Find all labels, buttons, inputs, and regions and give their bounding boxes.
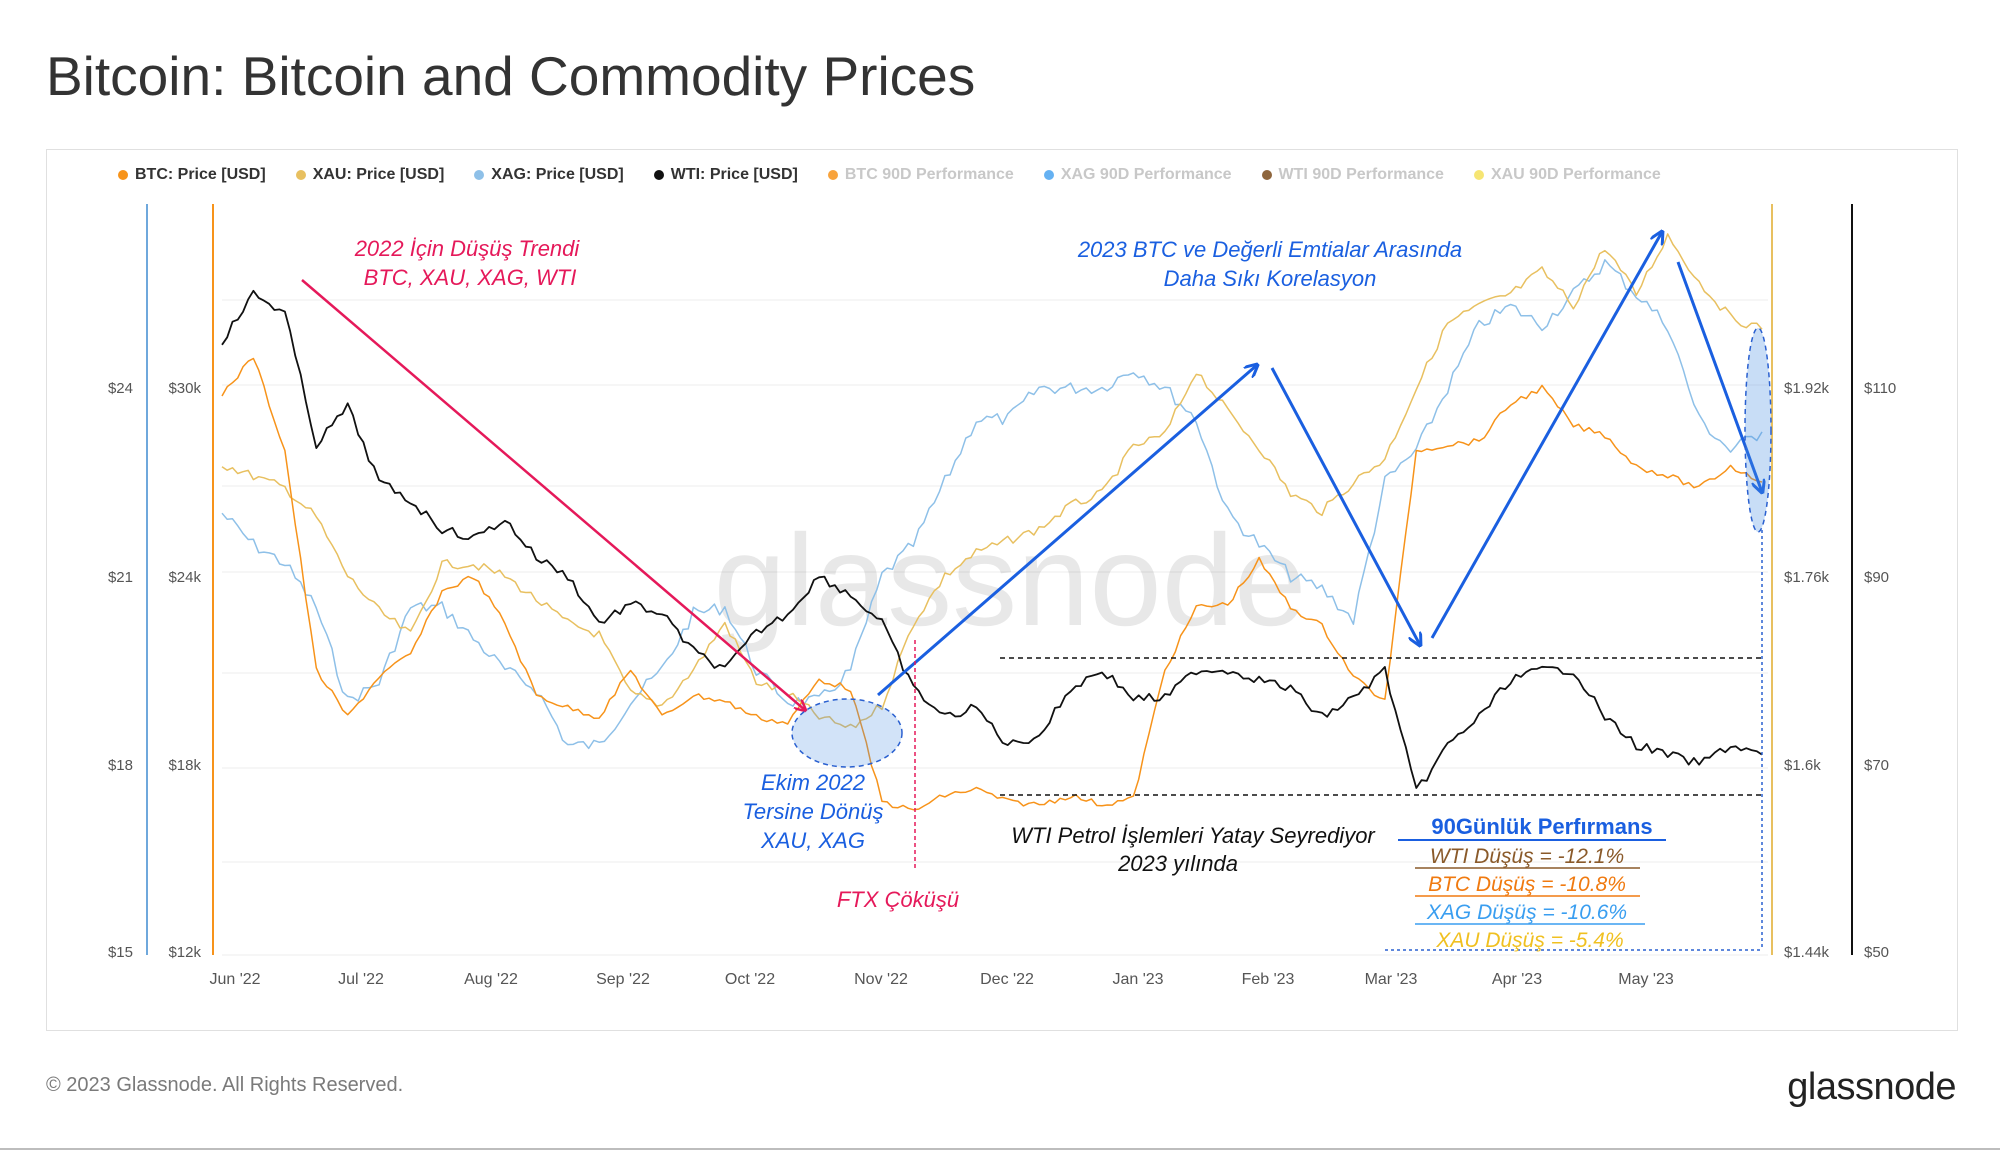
correlation-label-line2: Daha Sıkı Korelasyon — [1164, 266, 1377, 291]
x-tick-label: May '23 — [1618, 971, 1674, 988]
xag-price-line — [221, 259, 1763, 750]
legend-item-xag-price[interactable]: XAG: Price [USD] — [474, 166, 624, 184]
legend-label: XAU 90D Performance — [1490, 166, 1661, 183]
chart-legend: BTC: Price [USD] XAU: Price [USD] XAG: P… — [118, 166, 1691, 184]
glassnode-logo[interactable]: glassnode — [1787, 1066, 1956, 1108]
perf-wti-label: WTI Düşüş = -12.1% — [1430, 845, 1624, 868]
correlation-label-line1: 2023 BTC ve Değerli Emtialar Arasında — [1077, 237, 1462, 262]
xag-tick-label: $21 — [108, 569, 133, 586]
downtrend-arrow-may — [1676, 261, 1762, 492]
wti-tick-label: $50 — [1864, 944, 1889, 961]
x-tick-label: Jun '22 — [209, 971, 260, 988]
x-tick-label: Sep '22 — [596, 971, 650, 988]
wti-sideways-label-line1: WTI Petrol İşlemleri Yatay Seyrediyor — [1011, 823, 1376, 848]
axis-lines — [146, 204, 1853, 955]
legend-dot-icon — [1473, 170, 1484, 180]
legend-dot-icon — [474, 170, 485, 180]
grid-lines — [222, 299, 1768, 956]
downtrend-arrow-feb-mar — [1270, 367, 1420, 645]
xau-tick-label: $1.76k — [1784, 569, 1830, 586]
performance-highlight-ellipse — [1744, 327, 1772, 533]
btc-tick-label: $18k — [168, 757, 201, 774]
legend-label: BTC 90D Performance — [844, 166, 1014, 183]
bottom-divider — [0, 1148, 2000, 1150]
downtrend-arrow — [301, 279, 805, 710]
perf-xag-label: XAG Düşüş = -10.6% — [1426, 901, 1627, 924]
reversal-label-line2: Tersine Dönüş — [742, 799, 883, 824]
legend-label: WTI 90D Performance — [1278, 166, 1444, 183]
x-tick-label: Jan '23 — [1112, 971, 1163, 988]
wti-tick-label: $90 — [1864, 569, 1889, 586]
xau-tick-label: $1.44k — [1784, 944, 1830, 961]
uptrend-arrow-1 — [877, 365, 1257, 697]
reversal-highlight-ellipse — [791, 698, 903, 768]
x-tick-label: Nov '22 — [854, 971, 908, 988]
downtrend-label-line1: 2022 İçin Düşüş Trendi — [354, 236, 581, 261]
x-tick-label: Feb '23 — [1242, 971, 1295, 988]
performance-title: 90Günlük Perfırmans — [1431, 814, 1652, 839]
x-tick-label: Mar '23 — [1365, 971, 1418, 988]
btc-tick-label: $12k — [168, 944, 201, 961]
uptrend-arrow-2 — [1430, 232, 1662, 639]
legend-item-xau-price[interactable]: XAU: Price [USD] — [295, 166, 445, 184]
btc-tick-label: $24k — [168, 569, 201, 586]
downtrend-label-line2: BTC, XAU, XAG, WTI — [364, 265, 577, 290]
x-tick-label: Oct '22 — [725, 971, 775, 988]
xag-tick-label: $18 — [108, 757, 133, 774]
reversal-label-line3: XAU, XAG — [760, 828, 865, 853]
reversal-label-line1: Ekim 2022 — [761, 770, 865, 795]
perf-xau-label: XAU Düşüş = -5.4% — [1435, 929, 1623, 952]
x-tick-label: Jul '22 — [338, 971, 384, 988]
perf-btc-label: BTC Düşüş = -10.8% — [1428, 873, 1626, 896]
axis-tick-labels: $24 $21 $18 $15 $30k $24k $18k $12k $1.92k $1.76k… — [108, 380, 1896, 988]
annotations: 2022 İçin Düşüş Trendi BTC, XAU, XAG, WT… — [301, 232, 1772, 952]
xau-tick-label: $1.92k — [1784, 380, 1830, 397]
wti-sideways-label-line2: 2023 yılında — [1117, 851, 1238, 876]
legend-dot-icon — [653, 170, 664, 180]
ftx-label: FTX Çöküşü — [837, 887, 959, 912]
legend-item-xag-90d[interactable]: XAG 90D Performance — [1043, 166, 1232, 184]
legend-item-wti-90d[interactable]: WTI 90D Performance — [1261, 166, 1444, 184]
x-tick-label: Aug '22 — [464, 971, 518, 988]
btc-price-line — [221, 357, 1763, 811]
btc-tick-label: $30k — [168, 380, 201, 397]
legend-item-btc-price[interactable]: BTC: Price [USD] — [118, 166, 266, 184]
legend-label: XAG 90D Performance — [1060, 166, 1232, 183]
series-lines — [221, 233, 1763, 811]
legend-label: WTI: Price [USD] — [670, 166, 798, 183]
legend-item-btc-90d[interactable]: BTC 90D Performance — [827, 166, 1014, 184]
legend-dot-icon — [827, 170, 838, 180]
legend-dot-icon — [295, 170, 306, 180]
xau-tick-label: $1.6k — [1784, 757, 1821, 774]
xag-tick-label: $24 — [108, 380, 133, 397]
wti-tick-label: $70 — [1864, 757, 1889, 774]
x-tick-label: Dec '22 — [980, 971, 1034, 988]
wti-tick-label: $110 — [1864, 380, 1896, 397]
legend-label: XAU: Price [USD] — [312, 166, 445, 183]
x-tick-label: Apr '23 — [1492, 971, 1542, 988]
wti-price-line — [221, 289, 1763, 789]
page-title: Bitcoin: Bitcoin and Commodity Prices — [46, 45, 976, 107]
chart-frame — [46, 149, 1958, 1031]
copyright-text: © 2023 Glassnode. All Rights Reserved. — [46, 1074, 404, 1096]
xau-price-line — [221, 233, 1763, 729]
legend-item-xau-90d[interactable]: XAU 90D Performance — [1473, 166, 1661, 184]
xag-tick-label: $15 — [108, 944, 133, 961]
legend-label: BTC: Price [USD] — [135, 166, 266, 183]
legend-item-wti-price[interactable]: WTI: Price [USD] — [653, 166, 798, 184]
legend-dot-icon — [1261, 170, 1272, 180]
legend-dot-icon — [118, 170, 128, 180]
legend-label: XAG: Price [USD] — [491, 166, 624, 183]
legend-dot-icon — [1043, 170, 1054, 180]
